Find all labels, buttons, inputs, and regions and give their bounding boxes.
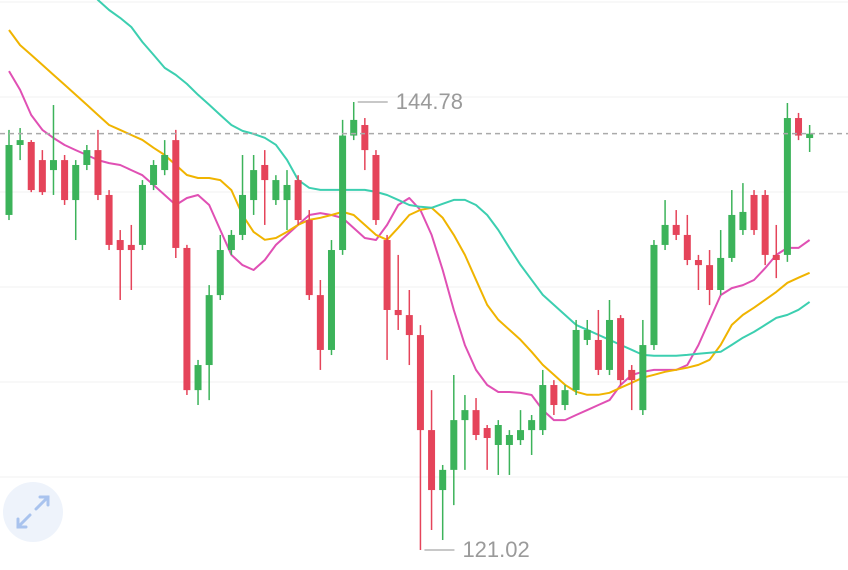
candle-body (628, 369, 636, 381)
candle-body (683, 234, 691, 261)
candle-body (94, 150, 102, 195)
candle-body (694, 260, 702, 266)
candle-body (494, 425, 502, 445)
candle-body (772, 254, 780, 261)
candle-body (550, 385, 558, 406)
candle-body (5, 144, 13, 215)
candle-body (305, 220, 313, 296)
ma-layer (8, 0, 811, 422)
candle-body (505, 434, 513, 445)
candle-body (272, 180, 280, 201)
ma-line (96, 0, 811, 357)
candle-body (150, 164, 158, 185)
candle-body (439, 469, 447, 491)
candle-body (639, 345, 647, 411)
candle-body (483, 428, 491, 439)
candle-body (227, 234, 235, 251)
candle-body (372, 154, 380, 221)
expand-button[interactable] (3, 482, 63, 542)
candle-body (416, 335, 424, 431)
candle-body (583, 329, 591, 340)
candle-body (72, 164, 80, 201)
candle-body (138, 184, 146, 245)
candle-body (216, 250, 224, 296)
candle-body (650, 244, 658, 346)
candle-body (283, 184, 291, 201)
candle-body (539, 385, 547, 431)
candle-body (728, 214, 736, 258)
candle-layer (5, 102, 814, 551)
candle-body (706, 265, 714, 290)
low-label: 121.02 (462, 537, 529, 562)
candle-body (205, 295, 213, 366)
candle-body (361, 125, 369, 151)
candle-body (783, 118, 791, 255)
candle-body (806, 133, 814, 139)
candle-body (394, 309, 402, 316)
expand-icon (16, 495, 50, 529)
candle-body (105, 194, 113, 245)
candle-body (261, 164, 269, 181)
expand-button-bg[interactable] (3, 482, 63, 542)
candle-body (194, 365, 202, 391)
candle-body (517, 430, 525, 441)
candle-body (183, 247, 191, 391)
candle-body (38, 160, 46, 193)
candle-body (717, 257, 725, 290)
candle-body (528, 420, 536, 431)
candle-body (405, 315, 413, 336)
candle-body (661, 224, 669, 245)
candle-body (116, 240, 124, 251)
candle-body (672, 224, 680, 235)
candle-body (383, 240, 391, 310)
label-layer: 144.78 121.02 (0, 89, 848, 562)
candle-body (250, 170, 258, 201)
candle-body (316, 295, 324, 350)
candle-body (127, 244, 135, 251)
candle-body (594, 339, 602, 370)
candle-body (294, 180, 302, 221)
candle-body (83, 150, 91, 165)
candle-body (561, 390, 569, 406)
high-label: 144.78 (396, 89, 463, 114)
candle-body (428, 430, 436, 491)
candle-body (16, 140, 24, 145)
candle-body (617, 318, 625, 381)
candle-body (161, 154, 169, 171)
candle-body (750, 194, 758, 231)
candle-body (795, 118, 803, 136)
candle-body (61, 160, 69, 201)
candle-body (472, 410, 480, 435)
candle-body (172, 140, 180, 248)
candle-body (350, 119, 358, 136)
candle-body (739, 211, 747, 231)
candle-body (327, 250, 335, 350)
candle-body (49, 160, 57, 171)
candle-body (239, 194, 247, 235)
candle-body (761, 194, 769, 255)
candle-body (605, 319, 613, 370)
candle-body (27, 141, 35, 191)
candle-body (339, 135, 347, 251)
candle-body (450, 420, 458, 470)
ma-line (8, 29, 811, 396)
candle-body (572, 329, 580, 391)
candle-body (461, 410, 469, 421)
